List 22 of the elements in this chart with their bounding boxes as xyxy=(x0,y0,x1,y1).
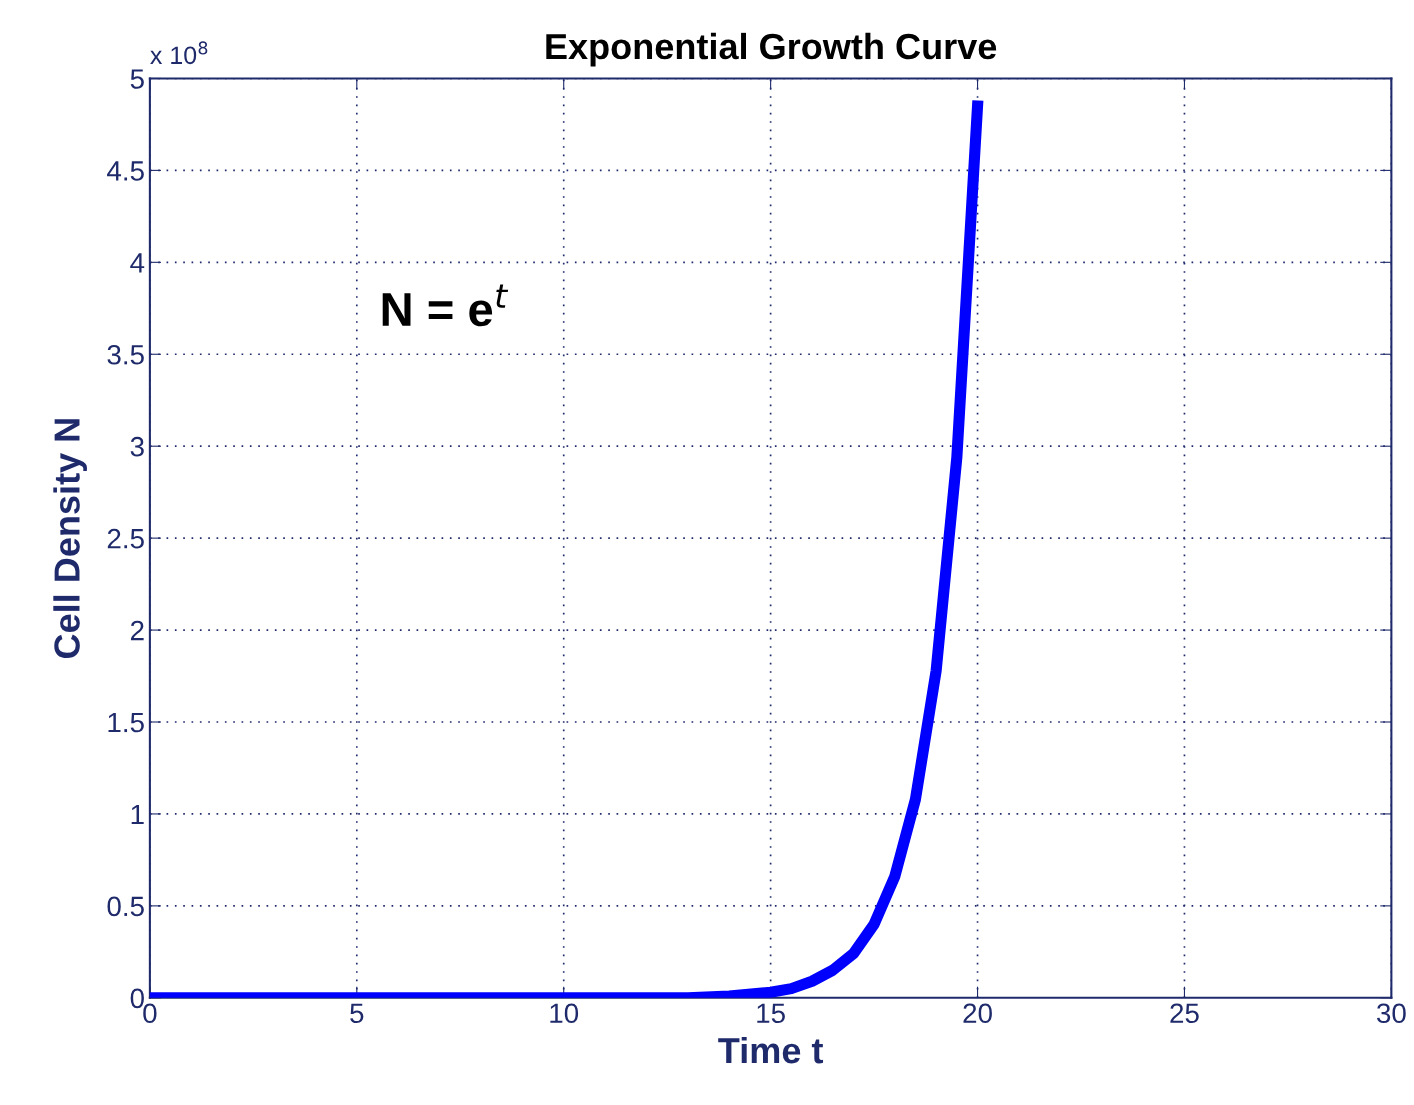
y-tick-label: 2.5 xyxy=(107,528,144,549)
x-tick-label: 20 xyxy=(963,1003,992,1024)
annotation: N = e$^{t}$ xyxy=(382,284,509,327)
y-tick-label: 3.5 xyxy=(107,344,144,365)
y-tick-label: 4 xyxy=(130,253,145,273)
x-tick-label: 5 xyxy=(350,1003,364,1024)
x-tick-label: 10 xyxy=(550,1003,579,1024)
y-tick-label: 3 xyxy=(130,436,144,457)
y-axis-title: Cell Density N xyxy=(53,419,87,659)
text: x 10$^{8}$ xyxy=(150,41,208,65)
y-tick-label: 2 xyxy=(130,620,144,641)
chart-title: Exponential Growth Curve xyxy=(546,32,997,67)
x-axis-title: Time t xyxy=(718,1036,824,1064)
y-tick-label: 4.5 xyxy=(107,161,144,181)
y-tick-label: 5 xyxy=(130,69,144,89)
y-tick-label: 0.5 xyxy=(107,896,144,917)
y-tick-label: 0 xyxy=(130,988,144,1009)
y-tick-label: 1 xyxy=(131,804,144,825)
x-tick-label: 15 xyxy=(757,1003,785,1024)
x-tick-label: 25 xyxy=(1170,1003,1199,1024)
x-tick-label: 30 xyxy=(1376,1003,1406,1024)
y-tick-label: 1.5 xyxy=(108,712,144,733)
